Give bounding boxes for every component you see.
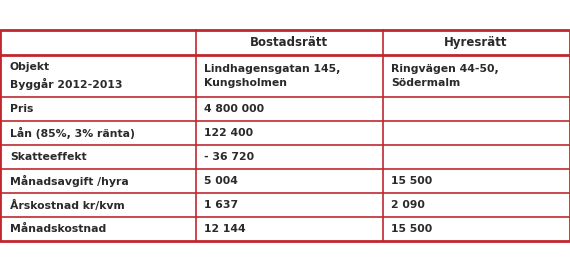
Text: Månadskostnad: Månadskostnad xyxy=(10,224,106,234)
Text: 15 500: 15 500 xyxy=(391,176,432,186)
Text: Objekt
Byggår 2012-2013: Objekt Byggår 2012-2013 xyxy=(10,63,123,90)
Text: Lindhagensgatan 145,
Kungsholmen: Lindhagensgatan 145, Kungsholmen xyxy=(204,64,340,88)
Text: Hyresrätt: Hyresrätt xyxy=(444,36,508,49)
Text: Årskostnad kr/kvm: Årskostnad kr/kvm xyxy=(10,200,125,210)
Text: Pris: Pris xyxy=(10,104,34,114)
Text: Jämförelse av två 3 rok på 89 kvm i Stockholms innerstad: Jämförelse av två 3 rok på 89 kvm i Stoc… xyxy=(8,8,424,22)
Text: 2 090: 2 090 xyxy=(391,200,425,210)
Text: 15 500: 15 500 xyxy=(391,224,432,234)
Text: Bostadsrätt: Bostadsrätt xyxy=(250,36,328,49)
Text: Månadsavgift /hyra: Månadsavgift /hyra xyxy=(10,175,129,187)
Text: Ringvägen 44-50,
Södermalm: Ringvägen 44-50, Södermalm xyxy=(391,64,499,88)
Text: 4 800 000: 4 800 000 xyxy=(204,104,264,114)
Text: 12 144: 12 144 xyxy=(204,224,246,234)
Bar xyxy=(0,30,570,241)
Text: 1 637: 1 637 xyxy=(204,200,238,210)
Text: Lån (85%, 3% ränta): Lån (85%, 3% ränta) xyxy=(10,127,135,139)
Text: 5 004: 5 004 xyxy=(204,176,238,186)
Text: - 36 720: - 36 720 xyxy=(204,152,254,162)
Text: 122 400: 122 400 xyxy=(204,128,253,138)
Text: Skatteeffekt: Skatteeffekt xyxy=(10,152,87,162)
